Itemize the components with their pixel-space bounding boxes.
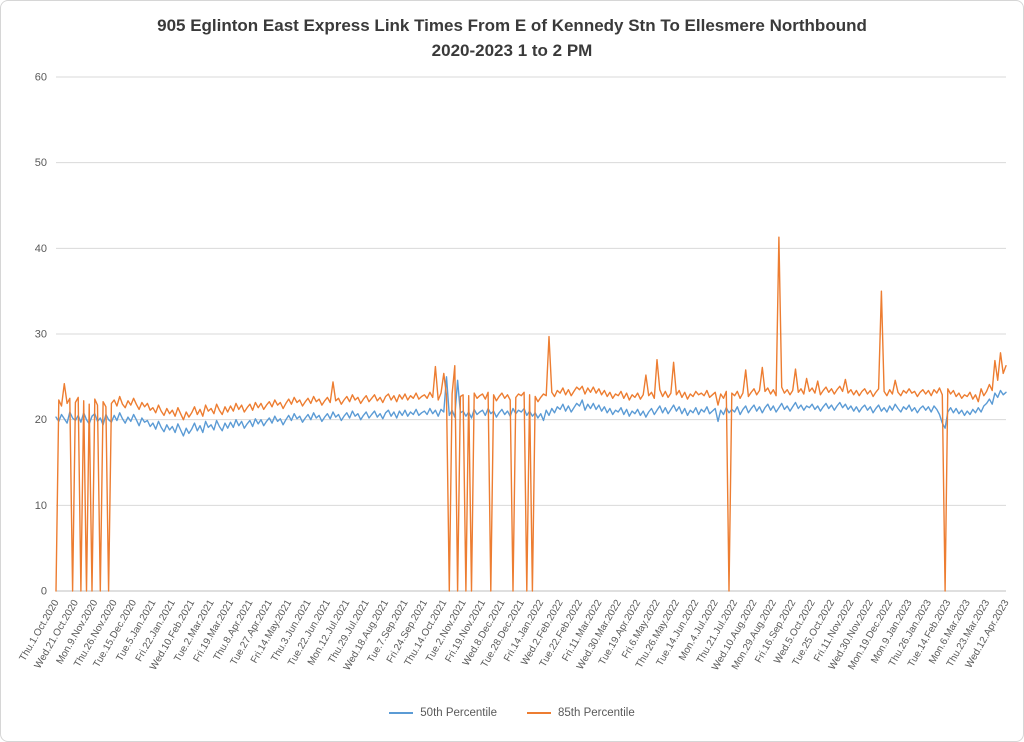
series-line-50th — [55, 376, 1007, 437]
legend-line-icon-85th — [527, 711, 551, 715]
chart-title-block: 905 Eglinton East Express Link Times Fro… — [1, 13, 1023, 63]
plot-area: 0102030405060Thu.1.Oct.2020Wed.21.Oct.20… — [18, 72, 1012, 673]
y-tick-label: 50 — [35, 157, 47, 169]
legend-item-50th-percentile: 50th Percentile — [389, 707, 497, 719]
chart-title: 905 Eglinton East Express Link Times Fro… — [157, 16, 867, 35]
series-line-85th — [55, 236, 1007, 592]
chart-subtitle: 2020-2023 1 to 2 PM — [431, 41, 593, 60]
y-tick-label: 20 — [35, 414, 47, 426]
legend-item-85th-percentile: 85th Percentile — [527, 707, 635, 719]
y-tick-label: 40 — [35, 243, 47, 255]
legend: 50th Percentile 85th Percentile — [1, 707, 1023, 719]
y-tick-label: 0 — [41, 586, 47, 598]
y-tick-label: 10 — [35, 500, 47, 512]
legend-label-85th: 85th Percentile — [558, 707, 635, 719]
legend-label-50th: 50th Percentile — [420, 707, 497, 719]
y-tick-label: 30 — [35, 329, 47, 341]
legend-line-icon-50th — [389, 711, 414, 715]
y-tick-label: 60 — [35, 72, 47, 84]
